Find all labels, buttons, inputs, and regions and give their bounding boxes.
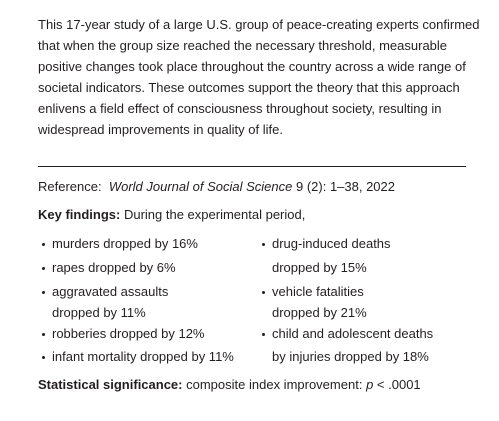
bullet xyxy=(262,243,265,246)
paragraph-line: widespread improvements in quality of li… xyxy=(38,122,283,137)
finding-line: vehicle fatalities xyxy=(272,284,364,299)
key-findings: Key findings: During the experimental pe… xyxy=(38,207,305,223)
paragraph-line: positive changes took place throughout t… xyxy=(38,59,466,74)
significance: Statistical significance: composite inde… xyxy=(38,377,421,393)
paragraph-line: societal indicators. These outcomes supp… xyxy=(38,80,460,95)
finding-line: dropped by 21% xyxy=(272,305,367,320)
reference-details: 9 (2): 1–38, 2022 xyxy=(295,179,396,194)
paragraph-line: enlivens a field effect of consciousness… xyxy=(38,101,442,116)
paragraph-line: that when the group size reached the nec… xyxy=(38,38,448,53)
bullet xyxy=(42,333,45,336)
finding-line: by injuries dropped by 18% xyxy=(272,349,429,364)
divider xyxy=(38,166,466,167)
p-symbol: p xyxy=(366,377,374,392)
bullet xyxy=(42,243,45,246)
significance-text: composite index improvement: xyxy=(186,377,363,392)
finding-line: infant mortality dropped by 11% xyxy=(52,349,234,364)
paragraph-line: This 17-year study of a large U.S. group… xyxy=(38,17,480,32)
finding-line: aggravated assaults xyxy=(52,284,169,299)
finding-line: child and adolescent deaths xyxy=(272,326,434,341)
bullet xyxy=(42,356,45,359)
bullet xyxy=(262,333,265,336)
significance-label: Statistical significance: xyxy=(38,377,183,392)
bullet xyxy=(42,291,45,294)
finding-line: rapes dropped by 6% xyxy=(52,260,176,275)
journal: World Journal of Social Science xyxy=(108,179,293,194)
finding-line: drug-induced deaths xyxy=(272,236,391,251)
p-value: < .0001 xyxy=(376,377,421,392)
key-findings-label: Key findings: xyxy=(38,207,121,222)
key-findings-intro: During the experimental period, xyxy=(123,207,306,222)
finding-line: murders dropped by 16% xyxy=(52,236,198,251)
bullet xyxy=(262,291,265,294)
finding-line: dropped by 15% xyxy=(272,260,367,275)
bullet xyxy=(42,267,45,270)
finding-line: robberies dropped by 12% xyxy=(52,326,205,341)
reference-label: Reference: xyxy=(38,179,102,194)
reference: Reference: World Journal of Social Scien… xyxy=(38,179,395,195)
finding-line: dropped by 11% xyxy=(52,305,146,320)
